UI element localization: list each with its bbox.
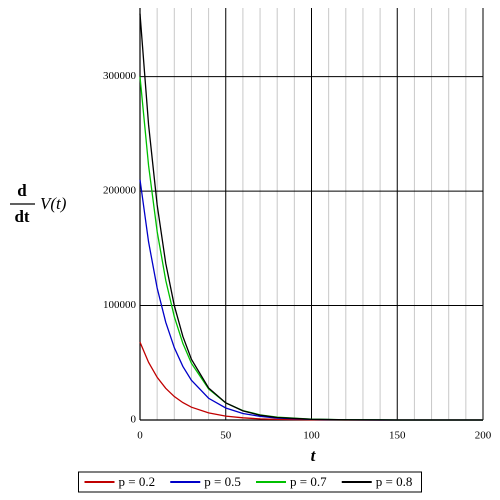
x-tick-label: 100 <box>303 430 320 442</box>
x-tick-label: 0 <box>137 430 143 442</box>
x-tick-label: 50 <box>220 430 232 442</box>
ylabel-denominator: dt <box>14 207 29 226</box>
legend-box <box>78 471 422 493</box>
y-tick-label: 100000 <box>103 299 137 311</box>
legend-label: p = 0.2 <box>119 474 156 489</box>
ylabel-numerator: d <box>17 181 27 200</box>
ylabel-function: V(t) <box>40 194 67 213</box>
x-tick-label: 200 <box>475 430 492 442</box>
legend-label: p = 0.8 <box>376 474 413 489</box>
legend-label: p = 0.5 <box>204 474 241 489</box>
y-tick-label: 300000 <box>103 70 137 82</box>
y-tick-label: 200000 <box>103 185 137 197</box>
x-tick-label: 150 <box>389 430 406 442</box>
legend-label: p = 0.7 <box>290 474 327 489</box>
y-tick-label: 0 <box>131 414 137 426</box>
line-series <box>139 13 484 421</box>
x-axis-label: t <box>311 446 317 465</box>
